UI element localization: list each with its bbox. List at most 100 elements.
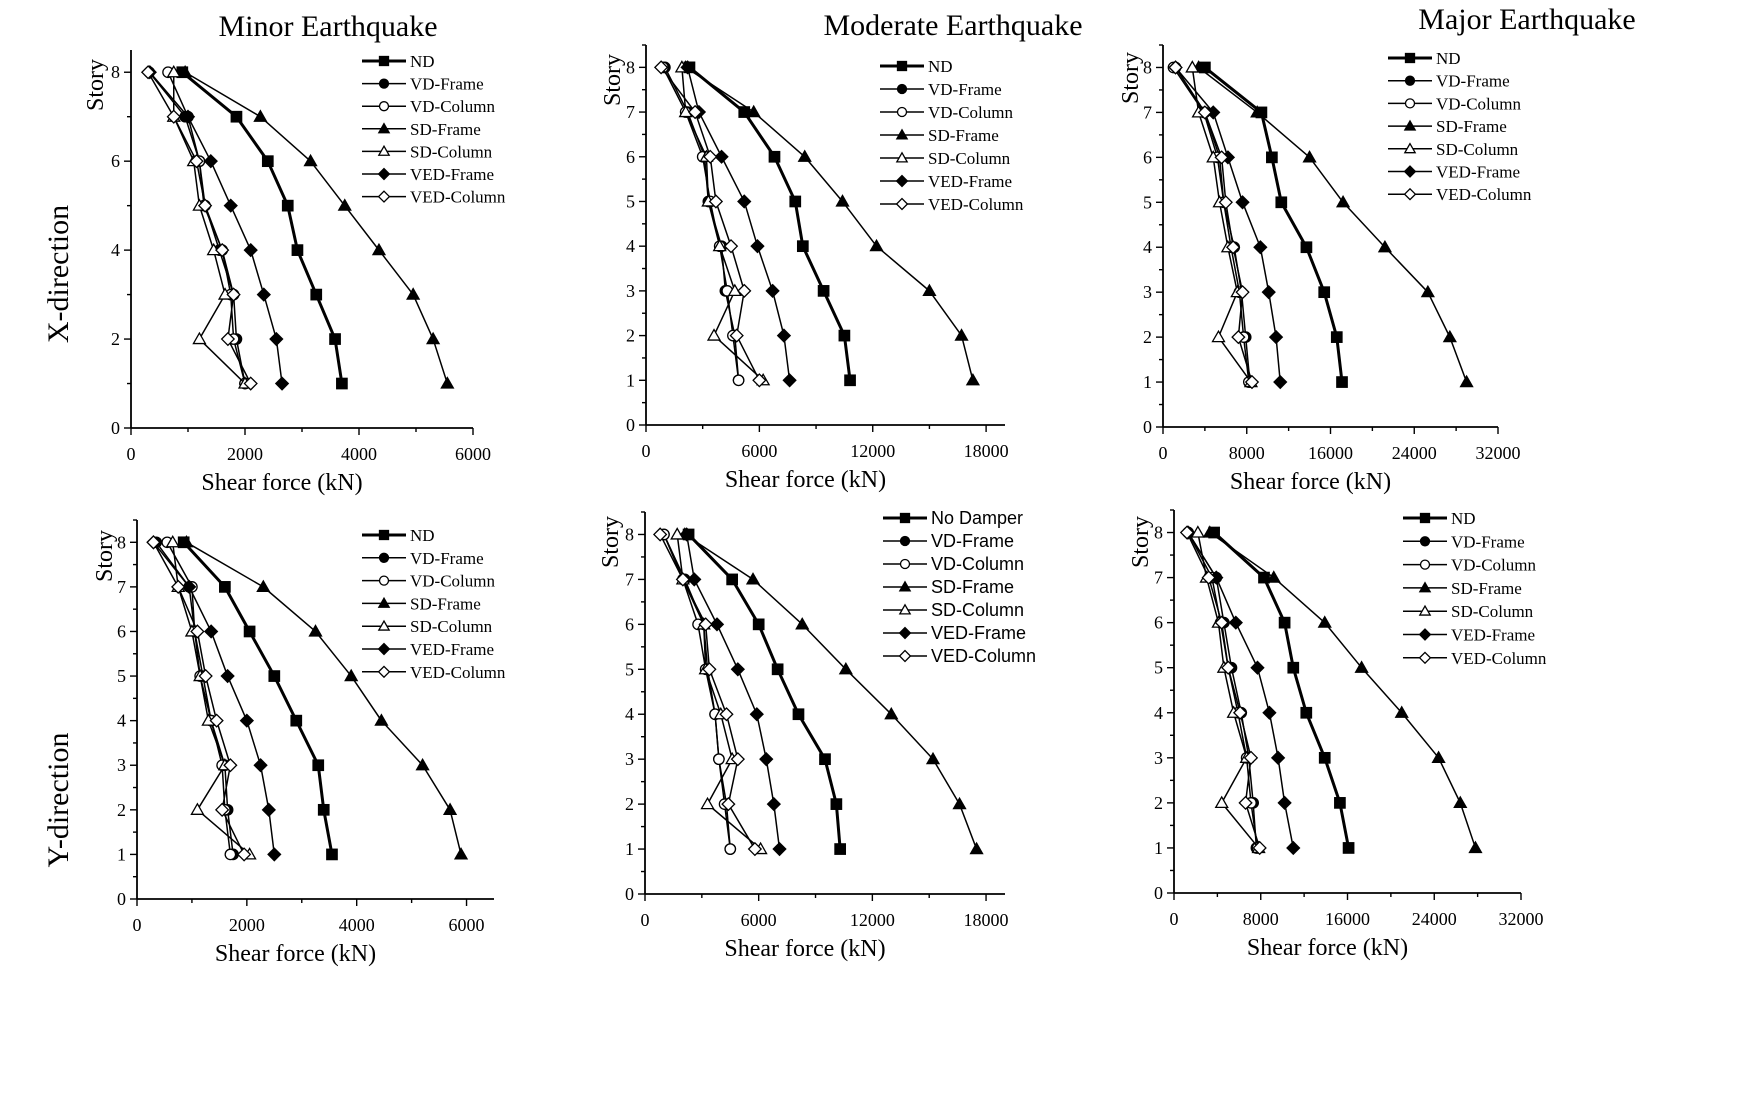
data-point-sd-frame-story-1 [440,376,455,389]
x-tick-label-24000: 24000 [1392,443,1437,463]
data-point-nd-story-6 [1266,151,1278,164]
data-point-ved-frame-story-4 [1262,705,1277,720]
legend-marker-sd-column [377,619,391,631]
series-nd [1199,61,1348,388]
legend-marker-vd-column [1404,98,1416,109]
data-point-vd-column-story-1 [724,843,737,855]
legend-label-sd-column: SD-Column [410,142,493,161]
data-point-sd-frame-story-4 [374,713,389,726]
data-point-ved-frame-story-5 [220,668,235,684]
legend-label-vd-frame: VD-Frame [410,549,484,568]
data-point-ved-column-story-1 [752,373,767,388]
data-point-sd-column-story-4 [712,238,727,252]
data-point-no-damper-story-5 [771,663,784,676]
y-axis-title: Story [92,530,118,582]
data-point-sd-frame-story-1 [1459,374,1474,388]
data-point-sd-frame-story-7 [746,104,761,118]
y-tick-label-0: 0 [1154,883,1163,903]
data-point-ved-column-story-7 [675,572,691,587]
data-point-ved-column-story-5 [197,198,213,213]
legend-label-sd-column: SD-Column [928,149,1011,168]
data-point-sd-frame-story-1 [453,847,469,860]
y-tick-label-1: 1 [1154,838,1163,858]
data-point-sd-frame-story-2 [1453,795,1468,809]
series-line-vd-column [663,534,732,850]
data-point-ved-column-story-4 [215,242,230,258]
data-point-ved-column-story-6 [189,154,204,169]
series-line-sd-column [1191,67,1252,383]
legend-marker-sd-frame [895,128,909,140]
y-tick-label-2: 2 [625,794,634,814]
data-point-sd-frame-story-7 [256,579,271,593]
legend-label-vd-column: VD-Column [1451,556,1537,575]
data-point-ved-frame-story-2 [776,328,792,343]
legend-label-vd-column: VD-Column [410,572,496,591]
x-axis-title: Shear force (kN) [201,470,362,496]
y-tick-label-2: 2 [117,800,126,820]
y-tick-label-0: 0 [117,889,126,909]
data-point-ved-column-story-8 [653,60,669,75]
data-point-sd-frame-story-5 [1354,660,1369,673]
x-tick-label-18000: 18000 [964,441,1009,461]
data-point-ved-column-story-6 [703,149,718,164]
legend-label-vd-column: VD-Column [931,554,1024,574]
legend-marker-nd [1404,52,1416,64]
series-ved-frame [142,65,290,391]
legend-label-ved-column: VED-Column [410,188,506,207]
series-line-sd-frame [685,66,974,381]
data-point-nd-story-7 [1258,571,1270,584]
data-point-sd-frame-story-2 [954,328,969,341]
data-point-sd-frame-story-4 [1394,705,1409,718]
data-point-ved-frame-story-3 [1270,750,1286,765]
data-point-sd-frame-story-5 [835,194,850,207]
data-point-ved-column-story-7 [1201,570,1216,585]
data-point-ved-frame-story-8 [679,527,694,542]
series-line-nd [1213,531,1351,849]
y-tick-label-3: 3 [626,281,635,301]
data-point-nd-story-1 [336,377,348,390]
legend-label-ved-frame: VED-Frame [1436,163,1520,182]
legend-marker-ved-column [377,665,391,679]
legend-marker-vd-frame [378,78,390,89]
data-point-ved-frame-story-5 [737,194,752,209]
legend-marker-sd-frame [377,122,391,134]
x-tick-label-12000: 12000 [850,441,895,461]
chart-panel-y-moderate: 0 1 2 3 4 5 6 7 8 0 6000 12000 18000 Shear force (kN)… [598,508,1036,962]
data-point-ved-column-story-1 [1244,374,1260,390]
data-point-sd-column-story-2 [1214,795,1229,809]
legend-label-nd: ND [410,526,435,545]
data-point-ved-frame-story-7 [687,572,702,587]
data-point-ved-frame-story-8 [680,60,695,75]
y-tick-label-1: 1 [117,844,126,864]
legend-marker-sd-frame [898,580,912,592]
series-line-sd-column [681,67,764,381]
data-point-ved-frame-story-2 [261,802,276,817]
x-tick-label-16000: 16000 [1325,909,1370,929]
y-tick-label-6: 6 [111,151,120,171]
y-tick-label-2: 2 [1154,793,1163,813]
legend-label-ved-frame: VED-Frame [928,172,1012,191]
legend-label-ved-frame: VED-Frame [410,165,494,184]
legend-label-ved-column: VED-Column [928,195,1024,214]
data-point-ved-frame-story-4 [1253,240,1268,255]
data-point-ved-column-story-3 [1235,285,1250,300]
legend-marker-vd-column [378,101,390,112]
legend-label-nd: ND [928,57,953,76]
series-line-ved-column [659,534,756,850]
legend-label-nd: ND [410,52,435,71]
data-point-ved-frame-story-6 [709,617,725,632]
data-point-nd-story-6 [1278,616,1291,629]
data-point-sd-frame-story-4 [869,238,884,252]
legend: ND VD-Frame VD-Column SD-Frame SD-Column VED-… [1403,509,1547,668]
data-point-ved-frame-story-6 [1228,615,1243,630]
data-point-sd-column-story-3 [727,283,742,297]
series-line-ved-column [1186,532,1261,849]
series-line-vd-frame [148,71,246,384]
series-line-sd-frame [1209,531,1477,849]
data-point-ved-frame-story-6 [714,149,729,164]
data-point-ved-frame-story-3 [253,758,268,773]
legend-label-no-damper: No Damper [931,508,1023,528]
y-tick-label-8: 8 [1143,57,1152,77]
data-point-sd-frame-story-1 [969,841,984,855]
series-line-ved-column [152,541,245,855]
